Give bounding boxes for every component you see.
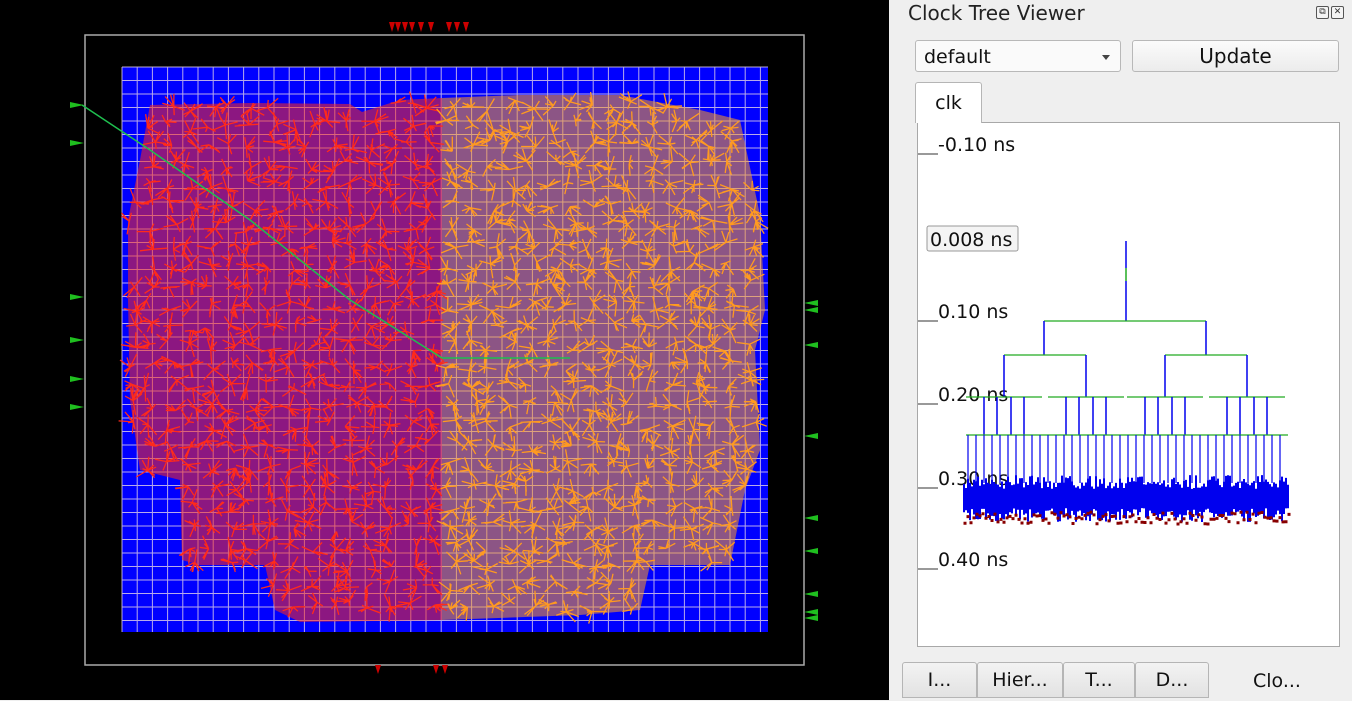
io-pin-top [402, 22, 408, 32]
clock-tree-viewer-panel: Clock Tree Viewer ⧉ ✕ default Update clk… [900, 0, 1352, 700]
time-axis-label: 0.10 ns [938, 301, 1008, 323]
hover-time-label: 0.008 ns [930, 229, 1012, 251]
io-pin-bottom [442, 665, 448, 674]
io-pin-bottom [375, 665, 381, 674]
time-axis-label: 0.20 ns [938, 384, 1008, 406]
tab-inspector[interactable]: I... [902, 662, 977, 698]
io-pin-left [70, 337, 84, 343]
io-pin-right [804, 300, 818, 306]
io-pin-top [463, 22, 469, 32]
panel-title: Clock Tree Viewer [908, 1, 1085, 25]
io-pin-top [389, 22, 395, 32]
io-pin-right [804, 342, 818, 348]
io-pin-left [70, 140, 84, 146]
chevron-down-icon [1102, 55, 1110, 60]
clock-tree-canvas[interactable]: -0.10 ns0.10 ns0.20 ns0.30 ns0.40 ns0.00… [918, 123, 1339, 646]
io-pin-right [804, 591, 818, 597]
io-pin-right [804, 515, 818, 521]
clock-root-net [81, 104, 570, 359]
io-pin-right [804, 433, 818, 439]
io-pin-right [804, 609, 818, 615]
clock-sinks [963, 475, 1289, 522]
io-pin-right [804, 307, 818, 313]
bottom-tab-bar: I... Hier... T... D... Clo... [900, 660, 1352, 700]
tab-timing[interactable]: T... [1063, 662, 1135, 698]
tab-drc[interactable]: D... [1135, 662, 1209, 698]
io-pin-bottom [433, 665, 439, 674]
io-pin-top [428, 22, 434, 32]
io-pin-left [70, 294, 84, 300]
panel-splitter[interactable] [889, 0, 900, 700]
tab-hierarchy[interactable]: Hier... [977, 662, 1063, 698]
sink-markers [963, 510, 1291, 526]
time-axis-label: 0.40 ns [938, 549, 1008, 571]
time-axis-label: -0.10 ns [938, 134, 1015, 156]
update-button[interactable]: Update [1132, 40, 1339, 72]
io-pin-top [409, 22, 415, 32]
tab-clock-tree[interactable]: Clo... [1209, 660, 1345, 700]
corner-select-value: default [924, 46, 991, 68]
layout-canvas[interactable] [0, 0, 889, 700]
cluster-left-wires [118, 91, 450, 622]
clock-tree-graph[interactable]: -0.10 ns 0.10 ns 0.20 ns 0.30 ns 0.40 ns 0.00… [917, 122, 1340, 647]
io-pin-right [804, 615, 818, 621]
restore-icon[interactable]: ⧉ [1316, 6, 1329, 19]
corner-select[interactable]: default [915, 40, 1121, 72]
layout-view[interactable] [0, 0, 889, 700]
io-pin-top [418, 22, 424, 32]
close-icon[interactable]: ✕ [1331, 6, 1344, 19]
io-pin-top [395, 22, 401, 32]
tab-clk[interactable]: clk [915, 82, 982, 123]
hover-label-box [926, 225, 1019, 252]
io-pin-left [70, 102, 84, 108]
io-pin-right [804, 548, 818, 554]
io-pin-top [446, 22, 452, 32]
cluster-right-wires [434, 91, 769, 624]
io-pin-left [70, 404, 84, 410]
io-pin-top [454, 22, 460, 32]
io-pin-left [70, 376, 84, 382]
